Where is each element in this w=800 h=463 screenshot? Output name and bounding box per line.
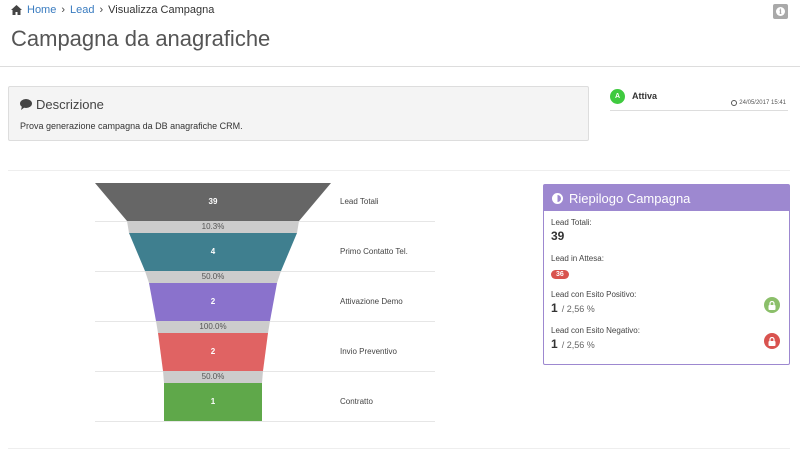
funnel-conversion-band: [163, 371, 263, 383]
status-avatar: A: [610, 89, 625, 104]
summary-title: Riepilogo Campagna: [569, 190, 691, 206]
stat-value: 1/ 2,56 %: [551, 301, 782, 315]
chevron-right-icon: ›: [99, 4, 104, 16]
funnel-stage-value: 1: [210, 397, 216, 406]
chevron-right-icon: ›: [61, 4, 66, 16]
status-date-text: 24/05/2017 15:41: [739, 100, 786, 106]
stat-percent: / 2,56 %: [561, 340, 595, 350]
stat-value: 39: [551, 229, 565, 243]
stat-label: Lead con Esito Negativo:: [551, 326, 640, 335]
lock-icon[interactable]: [764, 297, 780, 313]
funnel-stage-label: Primo Contatto Tel.: [340, 247, 408, 256]
description-panel: Descrizione Prova generazione campagna d…: [8, 86, 589, 141]
funnel-conversion-rate: 50.0%: [201, 272, 225, 281]
info-button[interactable]: i: [773, 4, 788, 19]
funnel-conversion-band: [156, 321, 270, 333]
funnel-stage: [129, 233, 297, 271]
adjust-icon: [552, 192, 563, 204]
stat-number: 1: [551, 301, 558, 315]
funnel-stage-label: Invio Preventivo: [340, 347, 397, 356]
stat-label: Lead con Esito Positivo:: [551, 290, 637, 299]
funnel-svg: [95, 183, 435, 422]
breadcrumb-current: Visualizza Campagna: [108, 4, 215, 16]
funnel-stage-label: Contratto: [340, 397, 373, 406]
funnel-stage: [149, 283, 277, 321]
stat-percent: / 2,56 %: [561, 304, 595, 314]
stat-value: 1/ 2,56 %: [551, 337, 782, 351]
bottom-divider: [8, 448, 790, 449]
funnel-conversion-band: [145, 271, 281, 283]
title-divider: [0, 66, 800, 67]
summary-header: Riepilogo Campagna: [544, 185, 789, 211]
lock-icon[interactable]: [764, 333, 780, 349]
comment-icon: [20, 99, 32, 110]
summary-body: Lead Totali: 39 Lead in Attesa: 36 Lead …: [544, 211, 789, 354]
funnel-conversion-band: [127, 221, 299, 233]
breadcrumb-lead-link[interactable]: Lead: [70, 4, 95, 16]
funnel-conversion-rate: 50.0%: [201, 372, 225, 381]
funnel-stage-value: 2: [210, 347, 216, 356]
stat-number: 1: [551, 337, 558, 351]
breadcrumb-home-link[interactable]: Home: [27, 4, 57, 16]
info-icon: i: [776, 7, 785, 16]
stat-label: Lead in Attesa:: [551, 254, 604, 263]
stat-label: Lead Totali:: [551, 218, 592, 227]
description-text: Prova generazione campagna da DB anagraf…: [20, 121, 243, 131]
stat-lead-attesa: Lead in Attesa: 36: [551, 254, 782, 282]
funnel-stage-value: 4: [210, 247, 216, 256]
page-title: Campagna da anagrafiche: [11, 26, 271, 51]
description-heading-text: Descrizione: [36, 97, 104, 112]
waiting-count-badge: 36: [551, 270, 569, 279]
funnel-stage: [164, 383, 262, 421]
breadcrumb: Home › Lead › Visualizza Campagna: [11, 4, 214, 16]
stat-esito-positivo: Lead con Esito Positivo: 1/ 2,56 %: [551, 290, 782, 318]
funnel-stage-value: 39: [208, 197, 218, 206]
funnel-stage: [158, 333, 268, 371]
stat-lead-totali: Lead Totali: 39: [551, 218, 782, 246]
status-label: Attiva: [632, 91, 658, 101]
stat-esito-negativo: Lead con Esito Negativo: 1/ 2,56 %: [551, 326, 782, 354]
campaign-status: A Attiva 24/05/2017 15:41: [610, 89, 788, 111]
home-icon: [11, 5, 22, 15]
funnel-conversion-rate: 10.3%: [201, 222, 225, 231]
section-divider: [8, 170, 790, 171]
funnel-stage: [95, 183, 331, 221]
status-date: 24/05/2017 15:41: [731, 100, 786, 106]
funnel-stage-label: Lead Totali: [340, 197, 379, 206]
funnel-chart: 39 Lead Totali 10.3% 4 Primo Contatto Tel. 50…: [90, 183, 440, 423]
funnel-stage-value: 2: [210, 297, 216, 306]
description-heading: Descrizione: [20, 97, 104, 112]
clock-icon: [731, 100, 738, 106]
funnel-stage-label: Attivazione Demo: [340, 297, 403, 306]
summary-panel: Riepilogo Campagna Lead Totali: 39 Lead …: [543, 184, 790, 365]
funnel-conversion-rate: 100.0%: [199, 322, 227, 331]
